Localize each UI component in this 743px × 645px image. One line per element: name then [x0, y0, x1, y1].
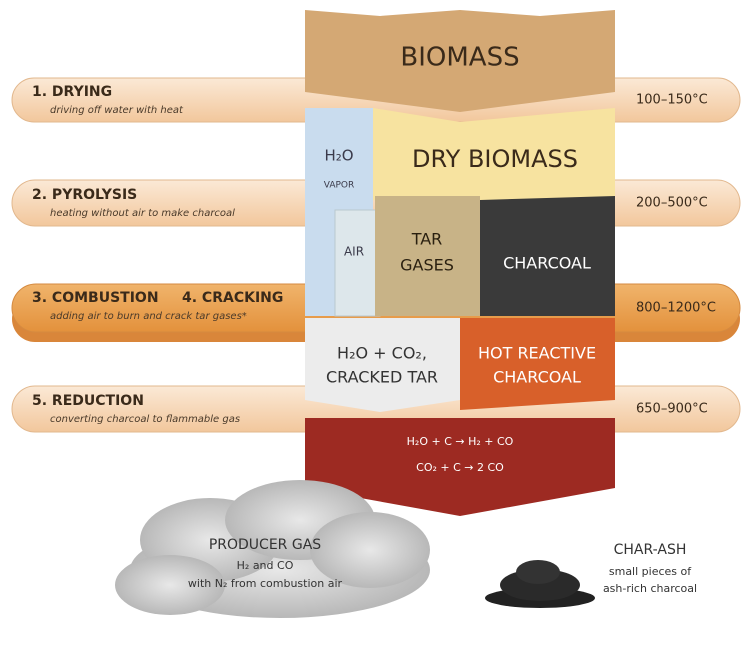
block-label: HOT REACTIVE — [478, 344, 596, 363]
block-label: H₂O — [324, 147, 353, 165]
block-label: CHARCOAL — [503, 254, 591, 273]
stage-description: adding air to burn and crack tar gases* — [50, 311, 247, 322]
stage-temperature: 650–900°C — [636, 402, 708, 417]
page: 1. DRYING driving off water with heat 10… — [0, 0, 743, 645]
stage-description: heating without air to make charcoal — [50, 208, 235, 219]
stage-temperature: 200–500°C — [636, 196, 708, 211]
output-line: ash-rich charcoal — [603, 582, 697, 595]
stage-title: 5. REDUCTION — [32, 393, 144, 409]
stage-title: 1. DRYING — [32, 84, 112, 100]
char-pile — [485, 560, 595, 608]
output-title: CHAR-ASH — [614, 542, 687, 558]
block-label: H₂O + CO₂, — [337, 344, 427, 363]
output-line: with N₂ from combustion air — [188, 577, 343, 590]
block-label: BIOMASS — [400, 43, 519, 73]
output-line: H₂ and CO — [237, 559, 294, 572]
block-label: CRACKED TAR — [326, 368, 438, 387]
reaction: CO₂ + C → 2 CO — [416, 461, 504, 474]
air-block — [335, 210, 380, 316]
output-title: PRODUCER GAS — [209, 537, 321, 553]
stage-temperature: 100–150°C — [636, 93, 708, 108]
diagram: 1. DRYING driving off water with heat 10… — [0, 0, 743, 645]
block-label: TAR — [411, 230, 443, 249]
stage-temperature: 800–1200°C — [636, 301, 716, 316]
block-label: GASES — [400, 256, 454, 275]
hot-charcoal-block — [460, 318, 615, 410]
stage-title: 3. COMBUSTION — [32, 290, 159, 306]
reaction: H₂O + C → H₂ + CO — [407, 435, 514, 448]
stage-title: 4. CRACKING — [182, 290, 283, 306]
stage-description: converting charcoal to flammable gas — [50, 414, 240, 425]
stage-title: 2. PYROLYSIS — [32, 187, 137, 203]
block-label: CHARCOAL — [493, 368, 581, 387]
output-line: small pieces of — [609, 565, 692, 578]
block-label: DRY BIOMASS — [412, 145, 578, 173]
stage-description: driving off water with heat — [50, 105, 184, 116]
block-label: VAPOR — [324, 181, 355, 191]
cracked-block — [305, 318, 460, 412]
block-label: AIR — [344, 245, 364, 259]
